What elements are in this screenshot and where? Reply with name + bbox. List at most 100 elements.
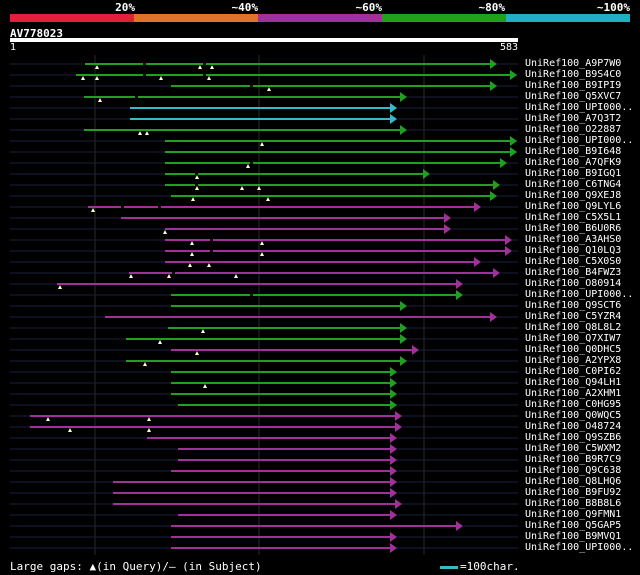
query-gap-marker <box>91 208 95 212</box>
query-gap-marker <box>147 417 151 421</box>
hit-label[interactable]: UniRef100_UPI000.. <box>525 102 634 113</box>
query-gap-marker <box>260 241 264 245</box>
query-gap-marker <box>129 274 133 278</box>
scale-text: =100char. <box>460 560 520 573</box>
hit-label[interactable]: UniRef100_Q0DHC5 <box>525 344 622 355</box>
hit-label[interactable]: UniRef100_O22887 <box>525 124 622 135</box>
hit-label[interactable]: UniRef100_Q9XEJ8 <box>525 190 622 201</box>
query-gap-marker <box>195 175 199 179</box>
query-gap-marker <box>240 186 244 190</box>
hit-label[interactable]: UniRef100_Q9SZB6 <box>525 432 622 443</box>
hit-label[interactable]: UniRef100_C5X5L1 <box>525 212 622 223</box>
legend-segment <box>134 14 258 22</box>
hit-label[interactable]: UniRef100_Q9C638 <box>525 465 622 476</box>
query-gap-marker <box>210 65 214 69</box>
query-gap-marker <box>207 263 211 267</box>
hit-label[interactable]: UniRef100_Q0WQC5 <box>525 410 622 421</box>
hit-arrow <box>400 92 407 102</box>
hit-label[interactable]: UniRef100_B9IPI9 <box>525 80 622 91</box>
hit-arrow <box>390 532 397 542</box>
hit-label[interactable]: UniRef100_C5WXM2 <box>525 443 622 454</box>
hit-label[interactable]: UniRef100_B9IGQ1 <box>525 168 622 179</box>
hit-label[interactable]: UniRef100_B4FWZ3 <box>525 267 622 278</box>
hit-label[interactable]: UniRef100_C0HG95 <box>525 399 622 410</box>
query-gap-marker <box>46 417 50 421</box>
hit-arrow <box>490 312 497 322</box>
query-id: AV778023 <box>10 27 63 40</box>
hit-label[interactable]: UniRef100_Q10LQ3 <box>525 245 622 256</box>
hit-arrow <box>390 433 397 443</box>
hit-arrow <box>400 323 407 333</box>
query-gap-marker <box>68 428 72 432</box>
query-gap-marker <box>195 351 199 355</box>
hit-label[interactable]: UniRef100_B8B8L6 <box>525 498 622 509</box>
hit-label[interactable]: UniRef100_Q5GAP5 <box>525 520 622 531</box>
hit-label[interactable]: UniRef100_UPI000.. <box>525 289 634 300</box>
hit-label[interactable]: UniRef100_O48724 <box>525 421 622 432</box>
hit-label[interactable]: UniRef100_C5X0S0 <box>525 256 622 267</box>
hit-arrow <box>490 59 497 69</box>
hit-label[interactable]: UniRef100_A9P7W0 <box>525 58 622 69</box>
query-gap-marker <box>95 65 99 69</box>
query-gap-marker <box>203 384 207 388</box>
query-gap-marker <box>260 142 264 146</box>
hit-arrow <box>395 499 402 509</box>
ruler-start: 1 <box>10 42 17 53</box>
hit-label[interactable]: UniRef100_C6TNG4 <box>525 179 622 190</box>
hit-label[interactable]: UniRef100_A2YPX8 <box>525 355 622 366</box>
hit-label[interactable]: UniRef100_C0PI62 <box>525 366 622 377</box>
hit-arrow <box>390 114 397 124</box>
hit-arrow <box>500 158 507 168</box>
hit-arrow <box>474 202 481 212</box>
hit-label[interactable]: UniRef100_Q8LHQ6 <box>525 476 622 487</box>
query-gap-marker <box>81 76 85 80</box>
hit-label[interactable]: UniRef100_Q8L8L2 <box>525 322 622 333</box>
hit-arrow <box>390 455 397 465</box>
query-gap-marker <box>159 76 163 80</box>
hit-label[interactable]: UniRef100_B9S4C0 <box>525 69 622 80</box>
hit-arrow <box>456 290 463 300</box>
hit-label[interactable]: UniRef100_Q9LYL6 <box>525 201 622 212</box>
hit-label[interactable]: UniRef100_Q9FMN1 <box>525 509 622 520</box>
hit-label[interactable]: UniRef100_A3AHS0 <box>525 234 622 245</box>
legend-segment <box>506 14 630 22</box>
hit-label[interactable]: UniRef100_Q9SCT6 <box>525 300 622 311</box>
hit-arrow <box>390 400 397 410</box>
query-gap-marker <box>158 340 162 344</box>
hit-label[interactable]: UniRef100_O80914 <box>525 278 622 289</box>
query-gap-marker <box>95 76 99 80</box>
hit-arrow <box>390 466 397 476</box>
hit-arrow <box>390 488 397 498</box>
hit-label[interactable]: UniRef100_Q94LH1 <box>525 377 622 388</box>
hit-label[interactable]: UniRef100_Q5XVC7 <box>525 91 622 102</box>
hit-arrow <box>493 180 500 190</box>
hit-label[interactable]: UniRef100_UPI000.. <box>525 135 634 146</box>
hit-label[interactable]: UniRef100_C5YZR4 <box>525 311 622 322</box>
query-ruler: 1 583 <box>10 42 518 53</box>
legend-label: ~100% <box>596 1 630 14</box>
query-gap-marker <box>207 76 211 80</box>
hit-arrow <box>390 510 397 520</box>
query-gap-marker <box>98 98 102 102</box>
hit-label[interactable]: UniRef100_A7Q3T2 <box>525 113 622 124</box>
hit-arrow <box>456 279 463 289</box>
hit-label[interactable]: UniRef100_B6U0R6 <box>525 223 622 234</box>
hit-label[interactable]: UniRef100_B9FU92 <box>525 487 622 498</box>
hit-label[interactable]: UniRef100_Q7XIW7 <box>525 333 622 344</box>
hit-arrow <box>423 169 430 179</box>
hit-label[interactable]: UniRef100_A2XHM1 <box>525 388 622 399</box>
query-gap-marker <box>163 230 167 234</box>
hit-label[interactable]: UniRef100_B9R7C9 <box>525 454 622 465</box>
hit-label[interactable]: UniRef100_A7QFK9 <box>525 157 622 168</box>
hit-label[interactable]: UniRef100_B9I648 <box>525 146 622 157</box>
query-gap-marker <box>138 131 142 135</box>
hit-arrow <box>412 345 419 355</box>
legend-segment <box>10 14 134 22</box>
hit-arrow <box>456 521 463 531</box>
hit-label[interactable]: UniRef100_UPI000.. <box>525 542 634 553</box>
scale-swatch <box>440 565 458 569</box>
query-gap-marker <box>190 252 194 256</box>
hit-label[interactable]: UniRef100_B9MVQ1 <box>525 531 622 542</box>
hit-arrow <box>444 224 451 234</box>
query-gap-marker <box>267 87 271 91</box>
